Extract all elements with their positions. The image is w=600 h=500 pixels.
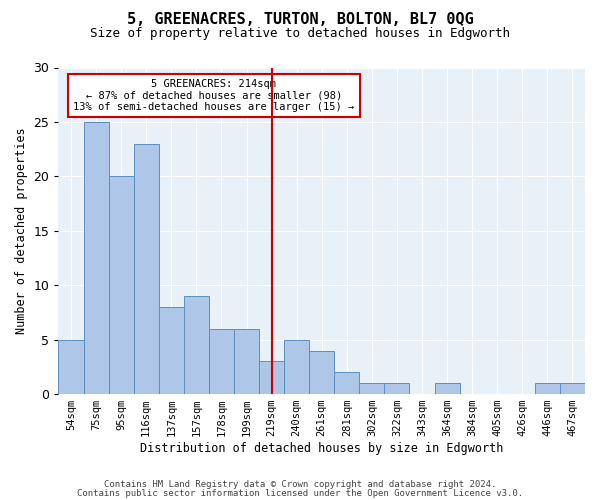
Bar — [309, 350, 334, 394]
Bar — [58, 340, 83, 394]
Bar — [159, 307, 184, 394]
Bar — [284, 340, 309, 394]
Text: Contains HM Land Registry data © Crown copyright and database right 2024.: Contains HM Land Registry data © Crown c… — [104, 480, 496, 489]
Bar — [234, 329, 259, 394]
Bar — [259, 362, 284, 394]
Bar — [334, 372, 359, 394]
Bar — [83, 122, 109, 394]
Bar — [134, 144, 159, 394]
Bar — [560, 383, 585, 394]
Text: 5 GREENACRES: 214sqm
← 87% of detached houses are smaller (98)
13% of semi-detac: 5 GREENACRES: 214sqm ← 87% of detached h… — [73, 79, 355, 112]
Y-axis label: Number of detached properties: Number of detached properties — [15, 128, 28, 334]
Bar — [385, 383, 409, 394]
Text: Contains public sector information licensed under the Open Government Licence v3: Contains public sector information licen… — [77, 490, 523, 498]
Bar — [209, 329, 234, 394]
Bar — [184, 296, 209, 394]
Text: Size of property relative to detached houses in Edgworth: Size of property relative to detached ho… — [90, 28, 510, 40]
Bar — [359, 383, 385, 394]
Text: 5, GREENACRES, TURTON, BOLTON, BL7 0QG: 5, GREENACRES, TURTON, BOLTON, BL7 0QG — [127, 12, 473, 28]
X-axis label: Distribution of detached houses by size in Edgworth: Distribution of detached houses by size … — [140, 442, 503, 455]
Bar — [535, 383, 560, 394]
Bar — [434, 383, 460, 394]
Bar — [109, 176, 134, 394]
